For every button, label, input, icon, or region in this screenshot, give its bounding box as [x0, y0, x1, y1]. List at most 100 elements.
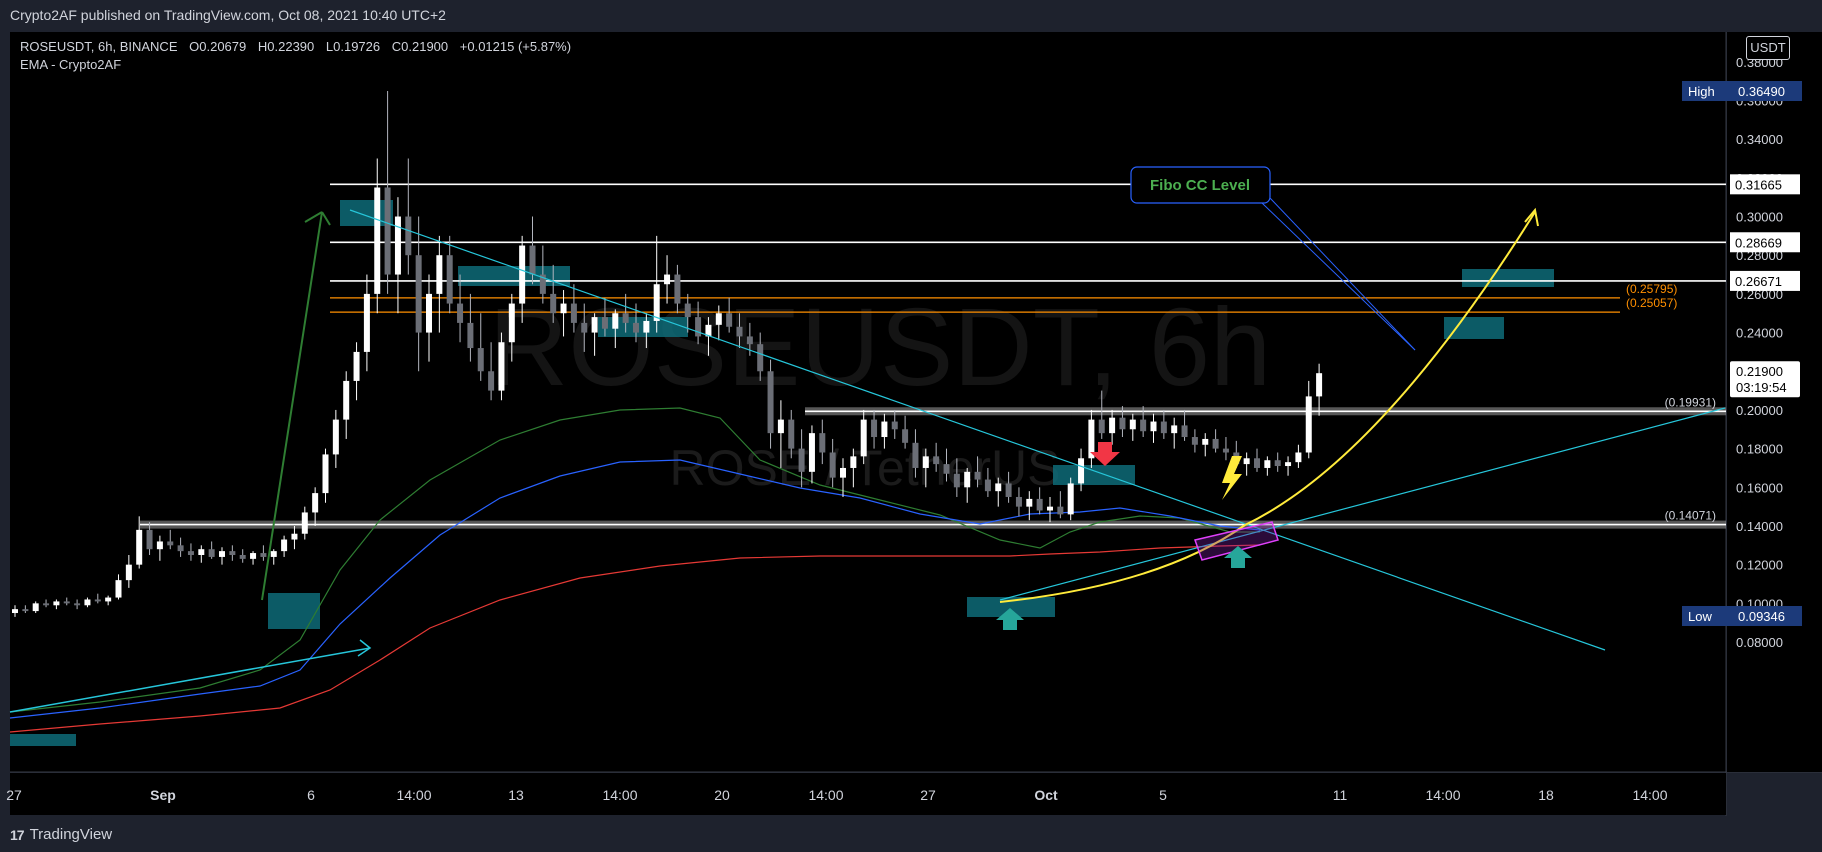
time-tick-label: 27 — [6, 787, 22, 803]
candle-body — [477, 348, 484, 372]
candle-body — [446, 255, 453, 304]
high-label-box — [1682, 81, 1802, 101]
candle-body — [829, 452, 836, 478]
low-value-text: 0.09346 — [1738, 609, 1785, 624]
candle-body — [1305, 396, 1312, 453]
candle-body — [550, 293, 557, 314]
candle-body — [715, 313, 722, 325]
tradingview-brand[interactable]: 17 TradingView — [10, 826, 112, 843]
candle-body — [363, 293, 370, 352]
time-tick-label: Oct — [1034, 787, 1058, 803]
candle-body — [208, 549, 215, 557]
candle-body — [1202, 438, 1209, 445]
candle-body — [570, 303, 577, 323]
time-tick-label: 11 — [1333, 787, 1348, 803]
price-tick-label: 0.08000 — [1736, 635, 1783, 650]
candle-body — [467, 322, 474, 349]
current-price-box — [1730, 361, 1800, 398]
high-label: H — [257, 39, 268, 54]
candle-body — [519, 245, 526, 304]
time-tick-label: 18 — [1538, 787, 1554, 803]
candle-body — [633, 322, 639, 333]
time-axis: 27 Sep 6 14:00 13 14:00 20 14:00 27 Oct 5 11 14:00 18… — [6, 787, 1668, 803]
candle-body — [1057, 506, 1064, 515]
indicator-line: EMA - Crypto2AF — [20, 57, 122, 72]
candle-body — [374, 187, 381, 294]
candle-body — [1026, 498, 1033, 507]
time-tick-label: 14:00 — [602, 787, 637, 803]
candle-body — [74, 603, 81, 606]
candle-body — [1316, 373, 1323, 397]
candle-body — [1098, 419, 1105, 434]
price-tick-label: 0.34000 — [1736, 132, 1783, 147]
candle-body — [757, 344, 764, 372]
level-label: (0.19931) — [1665, 395, 1716, 409]
candle-body — [1078, 458, 1085, 484]
candle-body — [1160, 421, 1167, 434]
candle-body — [860, 419, 867, 457]
candle-body — [332, 419, 339, 455]
candle-body — [84, 599, 91, 606]
ema-green-line — [9, 407, 1260, 713]
candle-body — [312, 493, 319, 513]
candle-body — [508, 303, 515, 343]
candle-body — [746, 336, 753, 345]
candle-body — [1243, 458, 1250, 465]
zone-box — [1444, 317, 1504, 339]
candle-body — [1047, 506, 1053, 511]
candle-body — [322, 454, 329, 494]
time-tick-label: 6 — [307, 787, 315, 803]
candle-body — [995, 483, 1002, 492]
high-value: 0.22390 — [267, 39, 315, 54]
price-axis: 0.080000.100000.120000.140000.160000.180… — [1682, 55, 1802, 650]
candle-body — [850, 456, 857, 468]
current-price-text: 0.21900 — [1736, 364, 1783, 379]
price-tick-label: 0.12000 — [1736, 558, 1783, 573]
candle-body — [1036, 498, 1043, 511]
candle-body — [270, 551, 277, 557]
zone-box — [967, 597, 1055, 617]
candle-body — [136, 529, 143, 565]
plot-area[interactable] — [10, 32, 1726, 772]
price-tick-label: 0.24000 — [1736, 326, 1783, 341]
low-label-text: Low — [1688, 609, 1712, 624]
price-tick-label: 0.20000 — [1736, 403, 1783, 418]
candle-body — [767, 371, 774, 434]
candle-body — [943, 464, 950, 474]
candle-body — [260, 553, 267, 557]
candle-body — [177, 545, 184, 552]
candle-body — [984, 479, 991, 492]
candle-body — [22, 609, 29, 612]
candle-body — [726, 313, 733, 327]
fibo-callout-box — [1130, 166, 1271, 204]
candle-body — [436, 255, 443, 294]
candle-body — [488, 371, 495, 391]
candle-body — [12, 609, 18, 614]
candle-body — [415, 255, 422, 333]
candle-body — [156, 541, 163, 550]
high-value-text: 0.36490 — [1738, 84, 1785, 99]
time-tick-label: 14:00 — [1632, 787, 1667, 803]
callout-pointer — [1261, 202, 1416, 351]
candle-body — [601, 317, 608, 329]
time-tick-label: 27 — [920, 787, 936, 803]
candle-body — [1067, 483, 1074, 515]
time-axis-bg — [10, 773, 1726, 815]
watermark-main: ROSEUSDT, 6h — [489, 286, 1271, 409]
currency-button[interactable]: USDT — [1746, 36, 1790, 60]
time-tick-label: 14:00 — [1425, 787, 1460, 803]
candle-body — [1254, 458, 1260, 468]
candle-body — [674, 274, 681, 304]
projection-arrow-head — [1524, 207, 1539, 227]
countdown-text: 03:19:54 — [1736, 380, 1787, 395]
candle-body — [301, 512, 308, 534]
level-price-text: 0.31665 — [1735, 177, 1782, 192]
candle-body — [1119, 417, 1126, 430]
buy-arrow-icon — [996, 608, 1024, 630]
candle-body — [1109, 417, 1116, 434]
candle-body — [281, 539, 288, 552]
candle-body — [63, 601, 70, 604]
candle-body — [591, 317, 598, 333]
candle-body — [1140, 419, 1147, 432]
